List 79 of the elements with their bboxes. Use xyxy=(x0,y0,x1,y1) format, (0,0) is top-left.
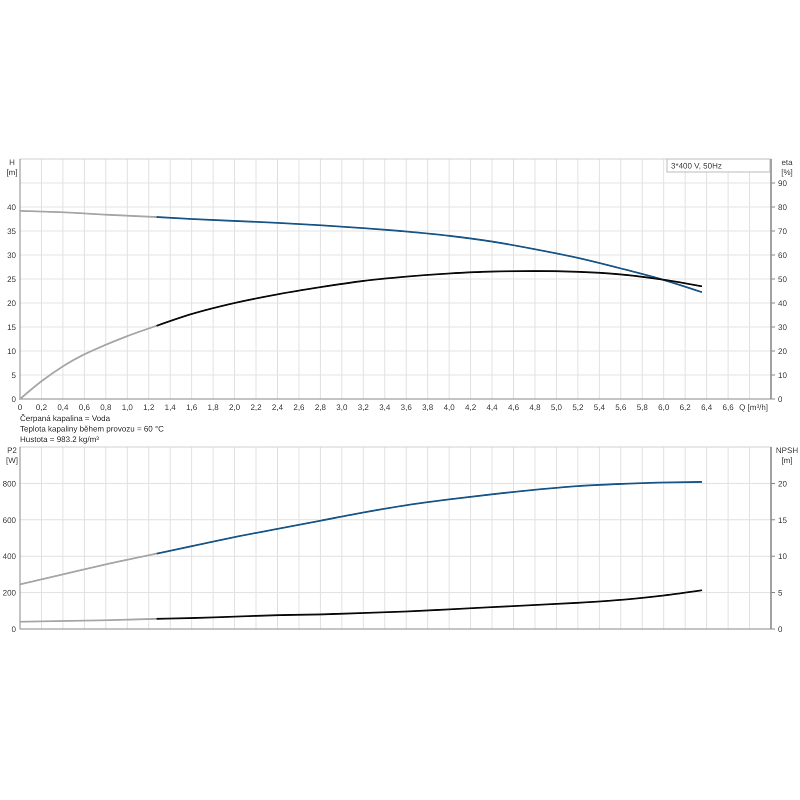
x-tick-label: 6,4 xyxy=(701,403,713,412)
y-tick-label: 5 xyxy=(12,371,17,380)
y2-tick-label: 0 xyxy=(778,625,783,634)
x-tick-label: 1,8 xyxy=(208,403,220,412)
x-tick-label: 1,0 xyxy=(122,403,134,412)
x-tick-label: 2,2 xyxy=(250,403,262,412)
y-tick-label: 800 xyxy=(2,479,17,488)
x-axis-title: Q [m³/h] xyxy=(739,403,768,412)
x-tick-label: 6,0 xyxy=(658,403,670,412)
line-series xyxy=(156,481,702,554)
x-tick-label: 3,0 xyxy=(336,403,348,412)
y-tick-label: 15 xyxy=(7,323,17,332)
x-tick-label: 5,6 xyxy=(615,403,627,412)
x-tick-label: 5,4 xyxy=(594,403,606,412)
y2-axis-title: eta [%] xyxy=(781,158,794,177)
y2-tick-label: 60 xyxy=(778,251,788,260)
y2-tick-label: 20 xyxy=(778,479,788,488)
y-tick-label: 10 xyxy=(7,347,17,356)
y-tick-label: 200 xyxy=(2,588,17,598)
y-tick-label: 20 xyxy=(7,299,17,308)
y2-tick-label: 40 xyxy=(778,299,788,308)
y2-tick-label: 80 xyxy=(778,203,788,212)
y-axis-title: P2 [W] xyxy=(6,446,18,465)
x-tick-label: 4,0 xyxy=(444,403,456,412)
y-tick-label: 0 xyxy=(12,625,17,634)
y2-tick-label: 90 xyxy=(778,179,788,188)
x-tick-label: 4,4 xyxy=(486,403,498,412)
y2-tick-label: 10 xyxy=(778,371,788,380)
y2-tick-label: 30 xyxy=(778,323,788,332)
x-tick-label: 0,8 xyxy=(100,403,112,412)
line-series xyxy=(19,210,158,218)
y2-tick-label: 70 xyxy=(778,227,788,236)
x-tick-label: 1,6 xyxy=(186,403,198,412)
x-tick-label: 6,2 xyxy=(680,403,692,412)
y2-tick-label: 20 xyxy=(778,347,788,356)
text: Teplota kapaliny během provozu = 60 °C xyxy=(20,424,164,434)
line-series xyxy=(19,552,158,586)
x-tick-label: 3,2 xyxy=(358,403,370,412)
x-tick-label: 3,4 xyxy=(379,403,391,412)
x-tick-label: 2,8 xyxy=(314,403,327,412)
x-tick-label: 0 xyxy=(18,403,23,412)
line-series xyxy=(156,216,702,293)
x-tick-label: 5,8 xyxy=(636,403,648,412)
x-tick-label: 3,8 xyxy=(422,403,434,412)
x-tick-label: 4,8 xyxy=(529,403,542,412)
x-tick-label: 0,2 xyxy=(36,403,48,412)
y-tick-label: 400 xyxy=(2,552,17,562)
x-tick-label: 5,2 xyxy=(572,403,584,412)
y2-tick-label: 50 xyxy=(778,275,788,284)
x-tick-label: 4,6 xyxy=(508,403,520,412)
x-tick-label: 4,2 xyxy=(465,403,477,412)
x-tick-label: 1,4 xyxy=(164,403,176,412)
y-axis-title: H [m] xyxy=(6,158,18,177)
y2-axis-title: NPSH [m] xyxy=(776,446,798,465)
x-tick-label: 0,4 xyxy=(57,403,70,412)
line-series xyxy=(156,270,702,326)
x-tick-label: 2,0 xyxy=(229,403,241,412)
y2-tick-label: 5 xyxy=(778,588,783,598)
y-tick-label: 40 xyxy=(7,203,17,212)
y-tick-label: 25 xyxy=(7,275,17,284)
y-tick-label: 30 xyxy=(7,251,17,260)
y-tick-label: 0 xyxy=(12,395,17,404)
x-tick-label: 2,6 xyxy=(293,403,306,412)
x-tick-label: 6,6 xyxy=(722,403,734,412)
y2-tick-label: 10 xyxy=(778,552,788,562)
x-tick-label: 3,6 xyxy=(400,403,412,412)
line-series xyxy=(19,324,158,400)
y-tick-label: 600 xyxy=(2,516,17,525)
x-tick-label: 0,6 xyxy=(78,403,90,412)
y2-tick-label: 0 xyxy=(778,395,783,404)
x-tick-label: 2,4 xyxy=(272,403,284,412)
line-series xyxy=(156,590,702,620)
x-tick-label: 5,0 xyxy=(550,403,563,412)
x-tick-label: 1,2 xyxy=(143,403,155,412)
text: Čerpaná kapalina = Voda xyxy=(20,414,111,423)
y-tick-label: 35 xyxy=(7,227,17,236)
chart-title: 3*400 V, 50Hz xyxy=(671,162,722,170)
y2-tick-label: 15 xyxy=(778,516,788,525)
text: Hustota = 983.2 kg/m³ xyxy=(20,435,100,444)
